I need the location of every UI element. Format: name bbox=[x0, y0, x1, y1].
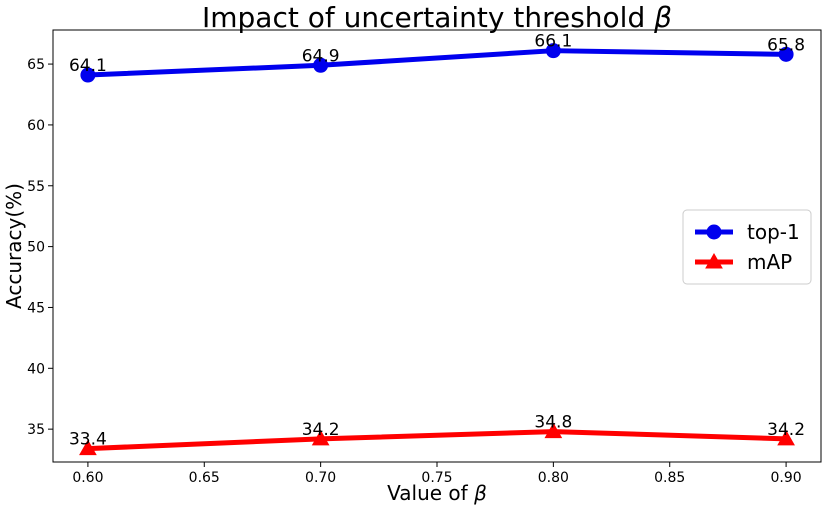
y-tick-label: 40 bbox=[27, 361, 45, 377]
x-tick-label: 0.80 bbox=[538, 470, 569, 486]
x-axis: 0.60 0.65 0.70 0.75 0.80 0.85 0.90 bbox=[72, 462, 802, 486]
data-point-map bbox=[777, 429, 795, 446]
x-tick-label: 0.90 bbox=[771, 470, 802, 486]
data-label-top-1: 64.1 bbox=[69, 56, 107, 76]
x-tick-label: 0.65 bbox=[189, 470, 220, 486]
legend-item-map: mAP bbox=[695, 250, 792, 274]
legend-item-top-1: top-1 bbox=[695, 220, 800, 244]
x-axis-label: Value of β bbox=[387, 481, 487, 505]
data-label-top-1: 64.9 bbox=[302, 46, 340, 66]
data-label-map: 34.8 bbox=[534, 413, 572, 433]
legend-label: mAP bbox=[747, 250, 792, 274]
data-point-top-1 bbox=[545, 43, 561, 59]
data-point-top-1 bbox=[778, 46, 794, 62]
x-tick-label: 0.70 bbox=[305, 470, 336, 486]
x-tick-label: 0.60 bbox=[72, 470, 103, 486]
series-line-map bbox=[87, 429, 787, 452]
data-point-map bbox=[544, 422, 563, 439]
legend-label: top-1 bbox=[747, 220, 800, 244]
data-point-map bbox=[79, 439, 97, 456]
series-line-top-1 bbox=[87, 48, 787, 78]
series-layer: 64.1 64.9 66.1 65.8 33.4 34.2 34.8 34.2 bbox=[69, 32, 805, 456]
y-axis: 35 40 45 50 55 60 65 bbox=[27, 57, 53, 438]
y-tick-label: 35 bbox=[27, 422, 45, 438]
data-label-map: 34.2 bbox=[302, 420, 340, 440]
y-tick-label: 65 bbox=[27, 57, 45, 73]
chart-title: Impact of uncertainty threshold β bbox=[202, 1, 672, 34]
y-axis-label: Accuracy(%) bbox=[2, 183, 26, 309]
y-tick-label: 55 bbox=[27, 179, 45, 195]
data-point-top-1 bbox=[80, 67, 96, 83]
series-map: 33.4 34.2 34.8 34.2 bbox=[69, 413, 805, 456]
x-tick-label: 0.75 bbox=[421, 470, 452, 486]
data-label-map: 34.2 bbox=[767, 420, 805, 440]
legend: top-1 mAP bbox=[682, 209, 812, 285]
legend-marker bbox=[705, 252, 723, 269]
legend-marker bbox=[706, 224, 722, 240]
y-tick-label: 50 bbox=[27, 240, 45, 256]
data-label-map: 33.4 bbox=[69, 430, 107, 450]
y-tick-label: 45 bbox=[27, 300, 45, 316]
y-tick-label: 60 bbox=[27, 118, 45, 134]
x-tick-label: 0.85 bbox=[654, 470, 685, 486]
data-label-top-1: 66.1 bbox=[534, 32, 572, 52]
data-label-top-1: 65.8 bbox=[767, 35, 805, 55]
series-top-1: 64.1 64.9 66.1 65.8 bbox=[69, 32, 805, 83]
data-point-map bbox=[311, 429, 330, 446]
data-point-top-1 bbox=[313, 57, 329, 73]
